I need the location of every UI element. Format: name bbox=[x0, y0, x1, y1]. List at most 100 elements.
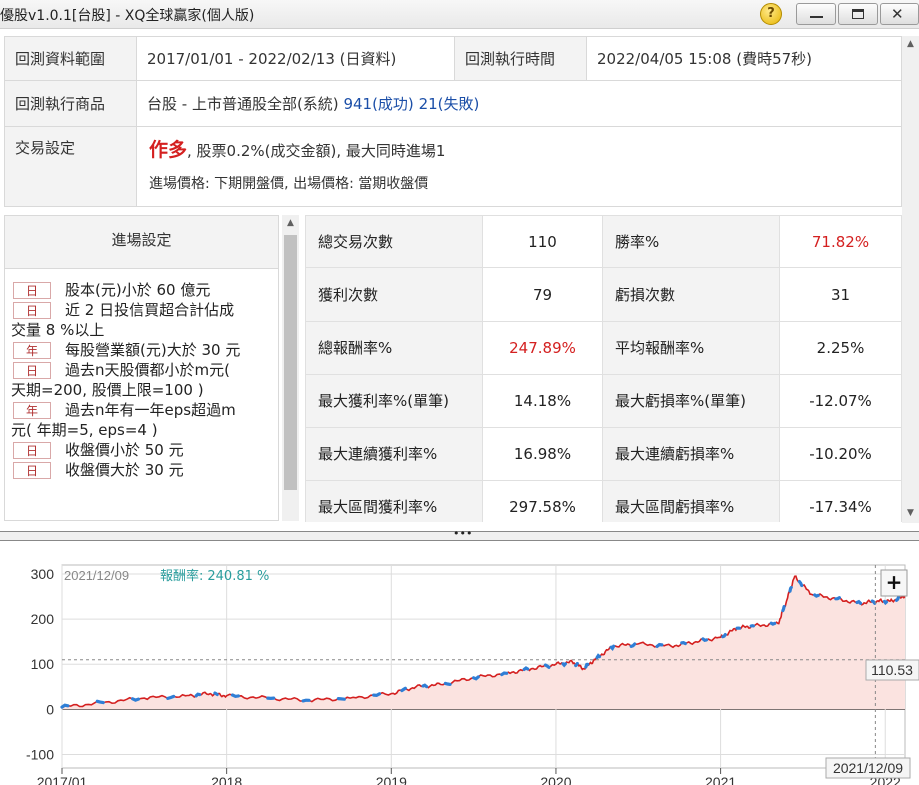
entry-settings-panel: 進場設定 日股本(元)小於 60 億元日近 2 日投信買超合計佔成 交量 8 %以… bbox=[4, 215, 279, 521]
product-value: 台股 - 上市普通股全部(系統) bbox=[147, 95, 339, 113]
trade-marker bbox=[60, 703, 70, 709]
return-label-text: 報酬率: bbox=[160, 568, 203, 584]
y-tick-label: 300 bbox=[31, 566, 55, 582]
trade-marker bbox=[372, 692, 382, 698]
trade-marker bbox=[797, 579, 804, 588]
x-tick-label: 2019 bbox=[376, 774, 407, 785]
maximize-button[interactable] bbox=[838, 3, 878, 25]
stats-scrollbar[interactable]: ▲ ▼ bbox=[902, 36, 919, 523]
stats-scroll-down-icon[interactable]: ▼ bbox=[907, 508, 914, 518]
trade-markers bbox=[60, 579, 901, 709]
period-tag: 日 bbox=[13, 462, 51, 479]
trade-marker bbox=[609, 644, 616, 652]
maximize-icon bbox=[852, 9, 864, 19]
trade-label: 交易設定 bbox=[5, 127, 137, 207]
condition-item: 日收盤價小於 50 元 bbox=[13, 440, 275, 460]
trade-marker bbox=[131, 697, 140, 702]
return-value: 240.81 % bbox=[207, 569, 269, 584]
stat-value: 297.58% bbox=[483, 481, 603, 522]
plus-icon: + bbox=[886, 570, 903, 594]
stat-label: 最大區間虧損率% bbox=[603, 481, 780, 522]
exec-time-value: 2022/04/05 15:08 (費時57秒) bbox=[587, 37, 902, 81]
condition-item: 日過去n天股價都小於m元( bbox=[13, 360, 275, 380]
condition-item: 日股本(元)小於 60 億元 bbox=[13, 280, 275, 300]
stat-value: 110 bbox=[483, 216, 603, 268]
success-count-link[interactable]: 941(成功) bbox=[343, 95, 414, 113]
condition-text: 每股營業額(元)大於 30 元 bbox=[65, 341, 241, 359]
x-tick-label: 2018 bbox=[211, 774, 242, 785]
help-icon[interactable]: ? bbox=[760, 3, 782, 25]
cursor-value-box: 110.53 bbox=[865, 659, 919, 681]
trade-marker bbox=[855, 599, 863, 605]
return-label: 報酬率: 240.81 % bbox=[160, 568, 269, 584]
trade-marker bbox=[721, 632, 727, 639]
condition-item: 日近 2 日投信買超合計佔成 bbox=[13, 300, 275, 320]
trade-marker bbox=[194, 692, 202, 698]
cursor-date: 2021/12/09 bbox=[833, 760, 903, 776]
period-tag: 年 bbox=[13, 342, 51, 359]
trade-marker bbox=[595, 653, 602, 660]
condition-list: 日股本(元)小於 60 億元日近 2 日投信買超合計佔成 交量 8 %以上年每股營… bbox=[11, 280, 275, 480]
stat-value: 2.25% bbox=[780, 322, 902, 375]
stat-value: -10.20% bbox=[780, 428, 902, 481]
scrollbar-thumb[interactable] bbox=[284, 235, 297, 490]
cursor-date-box: 2021/12/09 bbox=[825, 757, 911, 779]
minimize-button[interactable] bbox=[796, 3, 836, 25]
stat-label: 最大獲利率%(單筆) bbox=[306, 375, 483, 428]
period-tag: 日 bbox=[13, 442, 51, 459]
stats-scroll-up-icon[interactable]: ▲ bbox=[907, 39, 914, 49]
condition-text-cont: 天期=200, 股價上限=100 ) bbox=[11, 381, 204, 399]
trade-marker bbox=[870, 599, 877, 605]
period-tag: 日 bbox=[13, 282, 51, 299]
trade-marker bbox=[230, 693, 240, 699]
range-label: 回測資料範圍 bbox=[5, 37, 137, 81]
cursor-date-label: 2021/12/09 bbox=[64, 568, 129, 583]
entry-scrollbar[interactable]: ▲ bbox=[282, 215, 299, 521]
stat-label: 最大虧損率%(單筆) bbox=[603, 375, 780, 428]
trade-settings: 作多, 股票0.2%(成交金額), 最大同時進場1 進場價格: 下期開盤價, 出… bbox=[137, 127, 902, 207]
trade-detail: , 股票0.2%(成交金額), 最大同時進場1 bbox=[187, 142, 446, 160]
trade-marker bbox=[522, 666, 530, 672]
y-tick-label: 200 bbox=[31, 611, 55, 627]
splitter[interactable]: ••• bbox=[0, 527, 919, 541]
trade-marker bbox=[629, 642, 637, 649]
product-cell: 台股 - 上市普通股全部(系統) 941(成功) 21(失敗) bbox=[137, 81, 902, 127]
close-button[interactable]: ✕ bbox=[880, 3, 919, 25]
stat-value: 14.18% bbox=[483, 375, 603, 428]
y-tick-label: -100 bbox=[26, 746, 54, 762]
splitter-grip-icon: ••• bbox=[453, 527, 473, 540]
trade-marker bbox=[543, 663, 551, 669]
trade-marker bbox=[95, 699, 105, 705]
stats-table: 總交易次數 110 勝率% 71.82% 獲利次數 79 虧損次數 31 總報酬率% 247.89… bbox=[305, 215, 902, 522]
stat-value: -12.07% bbox=[780, 375, 902, 428]
condition-text: 收盤價小於 50 元 bbox=[65, 441, 184, 459]
trade-direction: 作多 bbox=[149, 139, 188, 161]
zoom-plus-button[interactable]: + bbox=[880, 569, 908, 597]
y-tick-label: 100 bbox=[31, 656, 55, 672]
trade-marker bbox=[701, 637, 709, 643]
condition-text-cont: 交量 8 %以上 bbox=[11, 321, 105, 339]
x-axis: 2017/01 2018 2019 2020 2021 2022 bbox=[37, 768, 901, 785]
stat-label: 總交易次數 bbox=[306, 216, 483, 268]
x-tick-label: 2022 bbox=[870, 774, 901, 785]
stat-value: 16.98% bbox=[483, 428, 603, 481]
window-title: 優股v1.0.1[台股] - XQ全球贏家(個人版) bbox=[0, 8, 255, 24]
stat-label: 勝率% bbox=[603, 216, 780, 268]
condition-text: 股本(元)小於 60 億元 bbox=[65, 281, 211, 299]
trade-marker bbox=[166, 694, 176, 700]
trade-marker bbox=[584, 662, 590, 669]
title-bar: 優股v1.0.1[台股] - XQ全球贏家(個人版) ? ✕ bbox=[0, 0, 919, 29]
condition-text: 近 2 日投信買超合計佔成 bbox=[65, 301, 235, 319]
cursor-value: 110.53 bbox=[871, 662, 913, 678]
fail-count-link[interactable]: 21(失敗) bbox=[418, 95, 480, 113]
trade-marker bbox=[680, 641, 687, 646]
x-tick-label: 2021 bbox=[705, 774, 736, 785]
scroll-up-arrow-icon[interactable]: ▲ bbox=[287, 218, 294, 228]
trade-marker bbox=[301, 698, 311, 703]
condition-text-cont: 元( 年期=5, eps=4 ) bbox=[11, 421, 158, 439]
condition-text: 過去n天股價都小於m元( bbox=[65, 361, 230, 379]
trade-marker bbox=[574, 661, 579, 668]
trade-marker bbox=[500, 671, 509, 677]
stat-label: 虧損次數 bbox=[603, 268, 780, 322]
